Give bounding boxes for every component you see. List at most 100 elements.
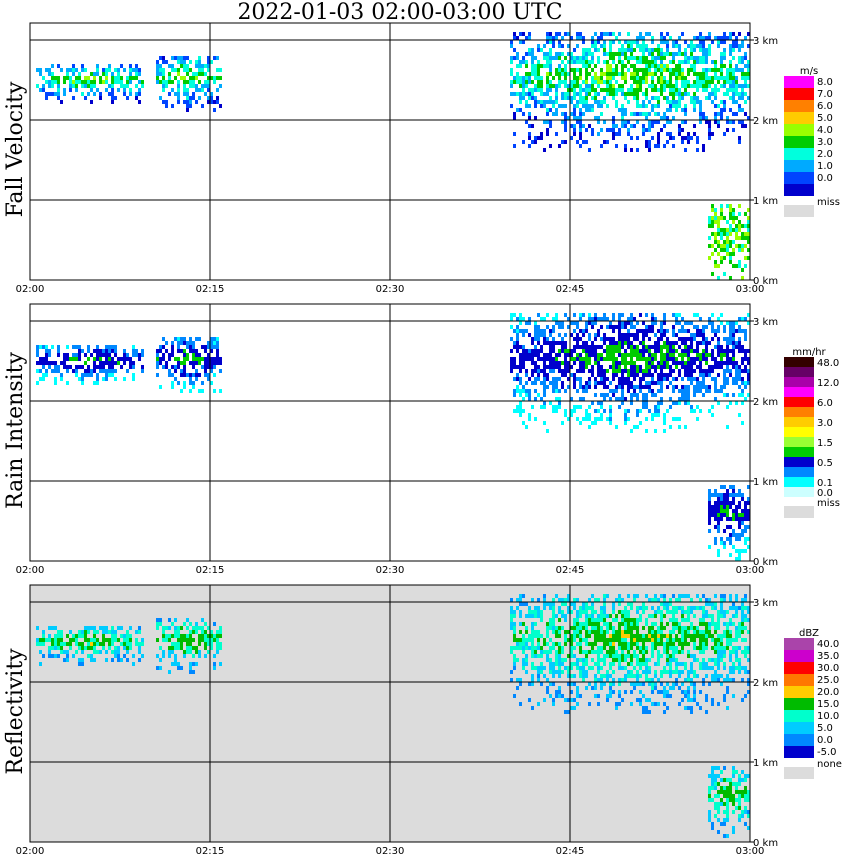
echo-cell (543, 337, 546, 341)
echo-cell (78, 634, 81, 638)
echo-cell (702, 634, 705, 638)
echo-cell (207, 345, 210, 349)
echo-cell (177, 381, 180, 385)
echo-cell (558, 650, 561, 654)
echo-cell (669, 76, 672, 80)
echo-cell (714, 96, 717, 100)
echo-cell (66, 68, 69, 72)
echo-cell (585, 602, 588, 606)
echo-cell (738, 224, 741, 228)
echo-cell (654, 409, 657, 413)
echo-cell (528, 80, 531, 84)
echo-cell (732, 68, 735, 72)
echo-cell (690, 670, 693, 674)
echo-cell (603, 333, 606, 337)
echo-cell (558, 321, 561, 325)
echo-cell (597, 409, 600, 413)
echo-cell (699, 638, 702, 642)
echo-cell (744, 236, 747, 240)
echo-cell (675, 658, 678, 662)
echo-cell (741, 345, 744, 349)
echo-cell (729, 333, 732, 337)
echo-cell (627, 321, 630, 325)
echo-cell (171, 349, 174, 353)
echo-cell (714, 112, 717, 116)
echo-cell (564, 634, 567, 638)
echo-cell (564, 389, 567, 393)
echo-cell (138, 353, 141, 357)
echo-cell (717, 244, 720, 248)
echo-cell (726, 525, 729, 529)
x-tick-label: 02:15 (196, 846, 225, 857)
echo-cell (132, 68, 135, 72)
echo-cell (723, 485, 726, 489)
echo-cell (741, 529, 744, 533)
echo-cell (672, 626, 675, 630)
echo-cell (564, 373, 567, 377)
echo-cell (645, 56, 648, 60)
echo-cell (729, 786, 732, 790)
echo-cell (36, 642, 39, 646)
echo-cell (609, 642, 612, 646)
echo-cell (744, 517, 747, 521)
echo-cell (537, 634, 540, 638)
echo-cell (636, 425, 639, 429)
echo-cell (720, 822, 723, 826)
echo-cell (711, 638, 714, 642)
echo-cell (522, 349, 525, 353)
echo-cell (546, 325, 549, 329)
echo-cell (672, 610, 675, 614)
echo-cell (720, 232, 723, 236)
echo-cell (726, 92, 729, 96)
legend-swatch (784, 367, 814, 377)
echo-cell (510, 349, 513, 353)
echo-cell (645, 594, 648, 598)
echo-cell (609, 650, 612, 654)
echo-cell (45, 80, 48, 84)
echo-cell (165, 100, 168, 104)
echo-cell (96, 381, 99, 385)
echo-cell (600, 317, 603, 321)
echo-cell (78, 646, 81, 650)
echo-cell (576, 622, 579, 626)
echo-cell (651, 317, 654, 321)
echo-cell (732, 794, 735, 798)
echo-cell (570, 642, 573, 646)
echo-cell (663, 421, 666, 425)
echo-cell (735, 345, 738, 349)
echo-cell (714, 602, 717, 606)
echo-cell (732, 485, 735, 489)
echo-cell (549, 108, 552, 112)
echo-cell (594, 626, 597, 630)
echo-cell (57, 654, 60, 658)
echo-cell (744, 810, 747, 814)
echo-cell (654, 72, 657, 76)
echo-cell (714, 116, 717, 120)
echo-cell (603, 40, 606, 44)
echo-cell (552, 409, 555, 413)
echo-cell (636, 76, 639, 80)
echo-cell (207, 88, 210, 92)
echo-cell (195, 369, 198, 373)
echo-cell (738, 630, 741, 634)
echo-cell (723, 622, 726, 626)
echo-cell (573, 638, 576, 642)
echo-cell (705, 80, 708, 84)
echo-cell (735, 557, 738, 561)
echo-cell (594, 393, 597, 397)
echo-cell (642, 333, 645, 337)
echo-cell (717, 353, 720, 357)
echo-cell (732, 341, 735, 345)
echo-cell (702, 357, 705, 361)
echo-cell (576, 92, 579, 96)
echo-cell (663, 96, 666, 100)
echo-cell (528, 124, 531, 128)
echo-cell (609, 662, 612, 666)
echo-cell (162, 88, 165, 92)
echo-cell (81, 92, 84, 96)
echo-cell (693, 108, 696, 112)
echo-cell (693, 72, 696, 76)
echo-cell (735, 610, 738, 614)
echo-cell (564, 72, 567, 76)
echo-cell (651, 40, 654, 44)
